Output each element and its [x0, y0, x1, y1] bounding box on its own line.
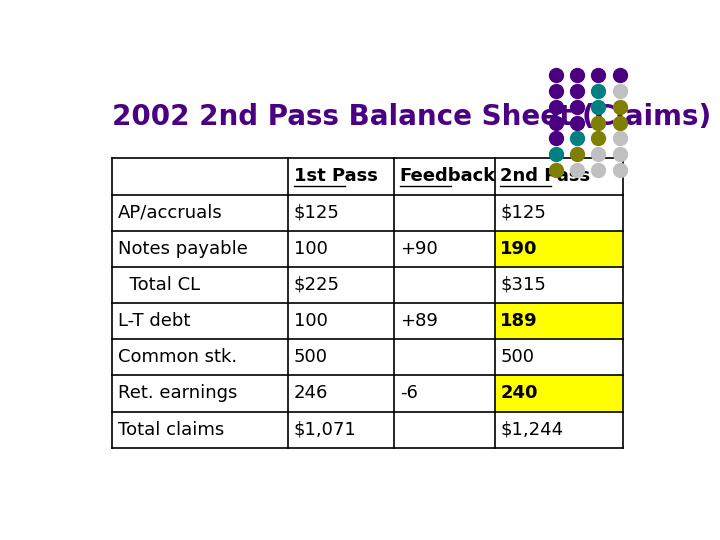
Bar	[495, 303, 623, 339]
Text: $125: $125	[500, 204, 546, 221]
Point	[550, 87, 562, 96]
Point	[593, 71, 604, 79]
Point	[572, 118, 583, 127]
Point	[572, 166, 583, 174]
Point	[593, 150, 604, 159]
Point	[572, 71, 583, 79]
Text: 500: 500	[500, 348, 534, 366]
Text: Total CL: Total CL	[118, 276, 200, 294]
Point	[572, 103, 583, 111]
Point	[550, 118, 562, 127]
Text: $1,244: $1,244	[500, 421, 563, 438]
Point	[550, 103, 562, 111]
Text: 190: 190	[500, 240, 538, 258]
Text: 100: 100	[294, 312, 328, 330]
Text: $315: $315	[500, 276, 546, 294]
Point	[613, 150, 625, 159]
Text: 1st Pass: 1st Pass	[294, 167, 377, 185]
Text: 240: 240	[500, 384, 538, 402]
Text: 2nd Pass: 2nd Pass	[500, 167, 590, 185]
Bar	[495, 231, 623, 267]
Text: Ret. earnings: Ret. earnings	[118, 384, 238, 402]
Bar	[495, 375, 623, 411]
Text: +90: +90	[400, 240, 438, 258]
Point	[613, 118, 625, 127]
Point	[593, 166, 604, 174]
Text: $1,071: $1,071	[294, 421, 356, 438]
Text: $225: $225	[294, 276, 340, 294]
Text: Feedback: Feedback	[400, 167, 496, 185]
Point	[613, 87, 625, 96]
Point	[572, 87, 583, 96]
Point	[593, 87, 604, 96]
Text: 500: 500	[294, 348, 328, 366]
Point	[550, 150, 562, 159]
Text: AP/accruals: AP/accruals	[118, 204, 222, 221]
Point	[593, 118, 604, 127]
Text: L-T debt: L-T debt	[118, 312, 190, 330]
Text: 2002 2nd Pass Balance Sheet (Claims): 2002 2nd Pass Balance Sheet (Claims)	[112, 103, 711, 131]
Point	[613, 103, 625, 111]
Point	[572, 134, 583, 143]
Point	[613, 71, 625, 79]
Text: 100: 100	[294, 240, 328, 258]
Point	[613, 134, 625, 143]
Point	[593, 134, 604, 143]
Point	[613, 166, 625, 174]
Point	[572, 150, 583, 159]
Text: +89: +89	[400, 312, 438, 330]
Text: Notes payable: Notes payable	[118, 240, 248, 258]
Text: -6: -6	[400, 384, 418, 402]
Point	[550, 166, 562, 174]
Text: 246: 246	[294, 384, 328, 402]
Text: $125: $125	[294, 204, 340, 221]
Text: 189: 189	[500, 312, 538, 330]
Text: Common stk.: Common stk.	[118, 348, 237, 366]
Point	[593, 103, 604, 111]
Text: Total claims: Total claims	[118, 421, 224, 438]
Point	[550, 71, 562, 79]
Point	[550, 134, 562, 143]
